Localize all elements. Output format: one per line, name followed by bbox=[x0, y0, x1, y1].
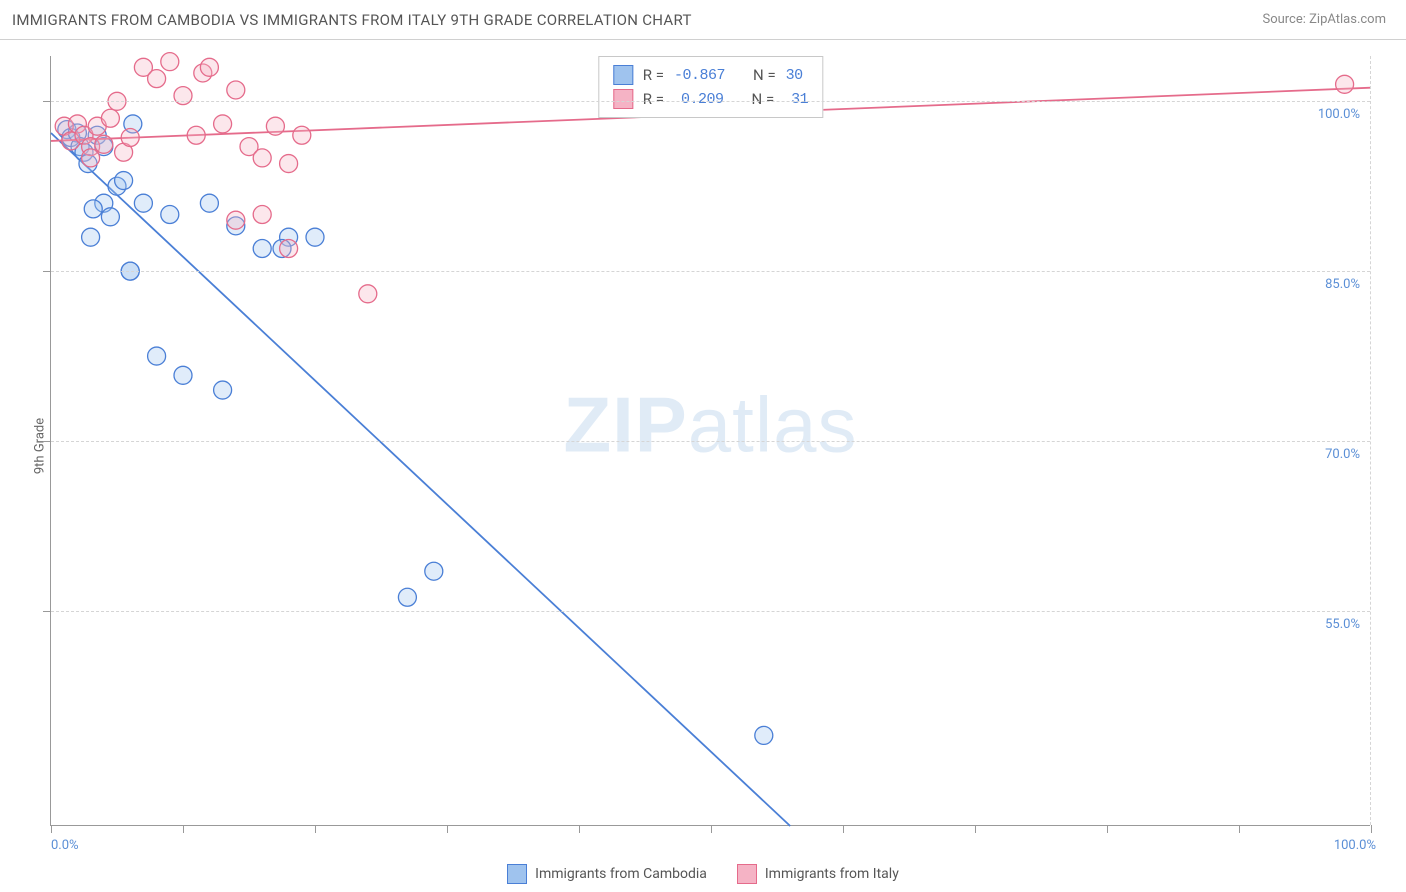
chart-header: IMMIGRANTS FROM CAMBODIA VS IMMIGRANTS F… bbox=[0, 0, 1406, 40]
swatch-cambodia bbox=[613, 65, 633, 85]
chart-source: Source: ZipAtlas.com bbox=[1262, 12, 1386, 27]
swatch-cambodia-bottom bbox=[507, 864, 527, 884]
y-tick-label: 85.0% bbox=[1325, 277, 1360, 292]
swatch-italy bbox=[613, 89, 633, 109]
bottom-legend: Immigrants from Cambodia Immigrants from… bbox=[0, 864, 1406, 884]
y-tick-label: 100.0% bbox=[1318, 107, 1360, 122]
stats-legend-box: R = -0.867 N = 30 R = 0.209 N = 31 bbox=[598, 56, 823, 118]
chart-title: IMMIGRANTS FROM CAMBODIA VS IMMIGRANTS F… bbox=[12, 11, 692, 29]
y-tick-label: 55.0% bbox=[1325, 617, 1360, 632]
x-tick-label: 100.0% bbox=[1321, 838, 1376, 853]
swatch-italy-bottom bbox=[737, 864, 757, 884]
stats-row-cambodia: R = -0.867 N = 30 bbox=[613, 63, 808, 87]
y-axis-label: 9th Grade bbox=[33, 418, 48, 474]
plot-area: ZIPatlas R = -0.867 N = 30 R = 0.209 N =… bbox=[50, 56, 1370, 826]
y-tick-label: 70.0% bbox=[1325, 447, 1360, 462]
x-tick-label: 0.0% bbox=[51, 838, 79, 853]
legend-item-italy: Immigrants from Italy bbox=[737, 864, 899, 884]
legend-item-cambodia: Immigrants from Cambodia bbox=[507, 864, 707, 884]
stats-row-italy: R = 0.209 N = 31 bbox=[613, 87, 808, 111]
